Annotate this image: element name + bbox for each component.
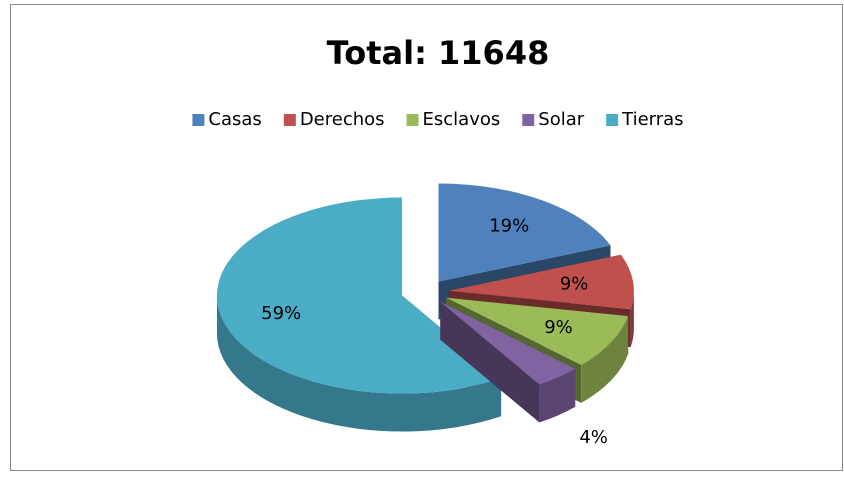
data-label: 9% xyxy=(544,317,573,338)
legend-swatch xyxy=(606,114,619,126)
pie: 19% 9% 9% 4% 59% xyxy=(216,183,634,448)
slice-top xyxy=(440,301,576,385)
legend-swatch xyxy=(192,114,205,126)
legend-label: Esclavos xyxy=(423,109,501,130)
chart-title: Total: 11648 xyxy=(327,34,550,72)
legend-swatch xyxy=(406,114,419,126)
slice xyxy=(216,197,502,432)
legend: Casas Derechos Esclavos Solar Tierras xyxy=(192,109,684,130)
slice xyxy=(440,301,576,423)
slice-wall xyxy=(440,301,540,423)
slice-side xyxy=(216,295,502,432)
legend-label: Derechos xyxy=(300,109,385,130)
legend-label: Solar xyxy=(538,109,584,130)
legend-swatch xyxy=(522,114,535,126)
slice-top xyxy=(448,254,634,310)
slice-side xyxy=(581,316,629,403)
data-label: 59% xyxy=(261,303,301,324)
legend-swatch xyxy=(283,114,296,126)
data-label: 9% xyxy=(560,274,589,295)
slice-side xyxy=(539,368,576,423)
slice-top xyxy=(438,183,611,282)
legend-label: Casas xyxy=(208,109,261,130)
slice-top xyxy=(446,297,629,365)
slice-top xyxy=(216,197,502,394)
data-label: 19% xyxy=(489,215,529,236)
data-label: 4% xyxy=(579,427,608,448)
legend-label: Tierras xyxy=(621,109,683,130)
slice-side xyxy=(630,290,634,348)
